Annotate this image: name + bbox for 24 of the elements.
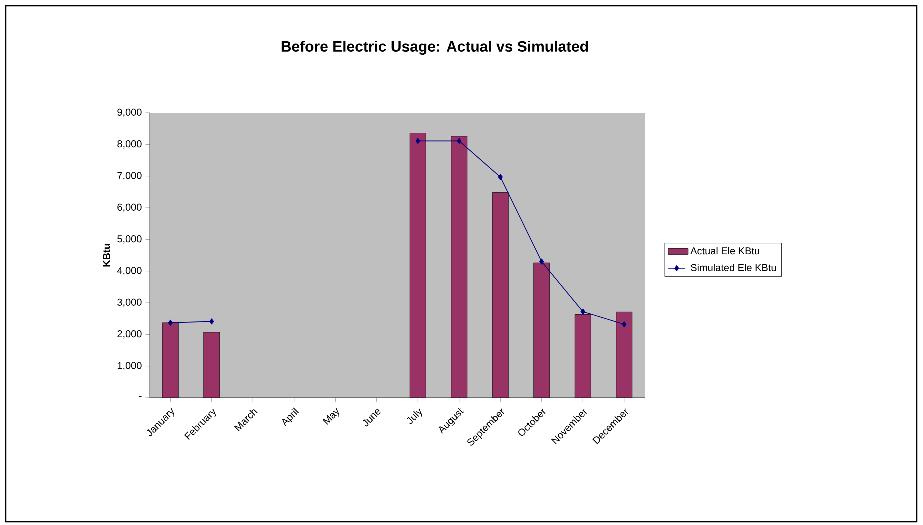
point [457, 138, 462, 144]
point [210, 318, 214, 325]
y-tick-label: 1,000 [118, 362, 142, 370]
chart-title: Before Electric Usage: Actual vs Simulated [282, 40, 588, 56]
y-tick-label: 8,000 [118, 140, 142, 149]
y-tick-label: 9,000 [118, 108, 142, 118]
y-tick-label: 6,000 [118, 204, 142, 212]
y-tick-label: 5,000 [118, 236, 142, 244]
y-tick-label: 2,000 [118, 330, 142, 339]
x-tick-label: July [407, 408, 422, 424]
point [622, 322, 627, 328]
y-tick-label: 4,000 [117, 267, 142, 276]
y-tick-label: 3,000 [118, 298, 142, 308]
point [540, 258, 544, 265]
legend-label: Actual Ele KBtu [690, 247, 760, 255]
point [498, 174, 503, 180]
y-axis-title: KBtu [103, 244, 110, 267]
x-tick-label: May [322, 408, 340, 425]
point [416, 138, 420, 144]
point [580, 308, 586, 315]
y-tick-label: 7,000 [118, 172, 142, 180]
y-tick-label: - [139, 396, 142, 398]
legend-label: Simulated Ele KBtu [691, 264, 776, 272]
point [168, 320, 173, 326]
